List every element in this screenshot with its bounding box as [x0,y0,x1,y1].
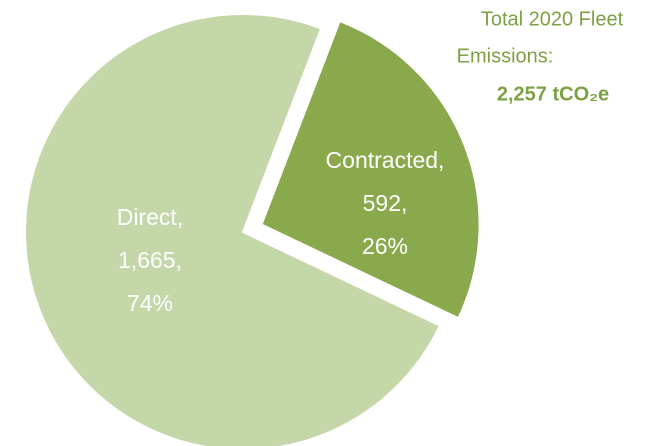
pie-slice [260,19,481,320]
category-label: Direct, [117,204,183,230]
value-label: 592, [363,190,408,216]
total-label: 2,257 tCO₂e [497,83,609,105]
category-label: Contracted, [326,147,445,173]
annotation: Total 2020 Fleet [481,8,624,30]
percent-label: 74% [127,290,173,316]
slice-labels: Direct, 1,665, 74% Contracted, 592, 26% [117,147,445,316]
annotation: Emissions: [457,45,554,67]
pie [24,13,481,446]
percent-label: 26% [362,233,408,259]
value-label: 1,665, [118,247,182,273]
pie-slice [24,13,442,446]
